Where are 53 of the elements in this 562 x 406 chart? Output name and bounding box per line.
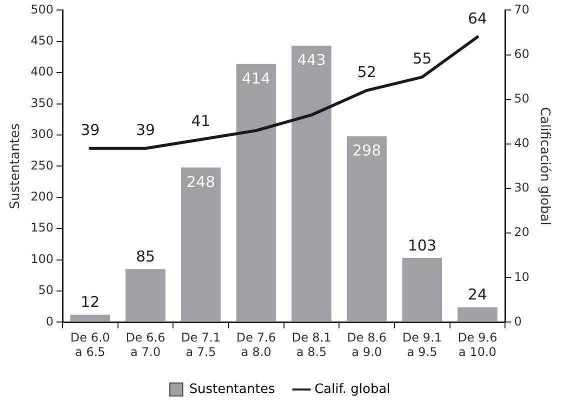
y2-axis-title: Calificación global <box>536 107 552 226</box>
y-tick-label: 200 <box>30 190 54 204</box>
bar <box>70 314 110 322</box>
x-tick-label: De 9.1 a 9.5 <box>402 330 442 359</box>
y-tick-label: 350 <box>30 96 54 110</box>
data-label: 103 <box>408 236 436 254</box>
x-tick-label: De 7.6 a 8.0 <box>236 330 276 359</box>
y-tick-label: 150 <box>30 220 54 235</box>
bar <box>180 167 221 322</box>
data-label: 55 <box>412 49 432 68</box>
y-tick-label: 50 <box>38 283 54 298</box>
data-label: 39 <box>136 120 156 139</box>
x-tick-label: De 8.6 a 9.0 <box>347 330 387 359</box>
bar <box>346 136 387 322</box>
x-tick-label: De 8.1 a 8.5 <box>292 330 332 359</box>
x-tick-label: De 9.6 a 10.0 <box>458 330 498 359</box>
y2-tick-label: 0 <box>514 314 522 328</box>
bar <box>126 269 166 322</box>
x-tick-label: De 6.0 a 6.5 <box>70 330 110 359</box>
y-tick-label: 450 <box>30 34 54 48</box>
legend-label: Calif. global <box>314 382 390 397</box>
data-label: 52 <box>357 62 376 81</box>
y-tick-label: 0 <box>46 314 54 328</box>
y2-tick-label: 50 <box>514 91 530 106</box>
y2-tick-label: 30 <box>514 180 530 195</box>
bar <box>236 64 276 322</box>
legend-label: Sustentantes <box>189 382 276 397</box>
y2-tick-label: 70 <box>514 2 530 16</box>
y-tick-label: 400 <box>30 64 54 79</box>
y-tick-label: 250 <box>30 158 54 172</box>
y-tick-label: 300 <box>30 127 54 142</box>
data-label: 85 <box>136 248 156 266</box>
data-label: 12 <box>80 293 100 312</box>
y2-tick-label: 10 <box>514 270 530 284</box>
bar <box>402 258 442 322</box>
data-label: 414 <box>242 69 270 88</box>
data-label: 298 <box>352 142 382 160</box>
data-label: 248 <box>186 172 216 191</box>
data-label: 64 <box>468 9 488 28</box>
data-label: 41 <box>191 112 210 130</box>
y-axis-title: Sustentantes <box>8 123 24 210</box>
data-label: 39 <box>80 120 100 139</box>
data-label: 24 <box>468 286 488 304</box>
bar <box>458 307 498 322</box>
y-tick-label: 500 <box>30 2 54 16</box>
x-tick-label: De 6.6 a 7.0 <box>126 330 166 359</box>
y-tick-label: 100 <box>30 252 54 266</box>
bar <box>292 46 332 322</box>
y2-tick-label: 40 <box>514 136 530 150</box>
y2-tick-label: 20 <box>514 225 530 240</box>
y2-tick-label: 60 <box>514 46 530 61</box>
data-label: 443 <box>297 51 326 70</box>
x-tick-label: De 7.1 a 7.5 <box>181 330 221 359</box>
